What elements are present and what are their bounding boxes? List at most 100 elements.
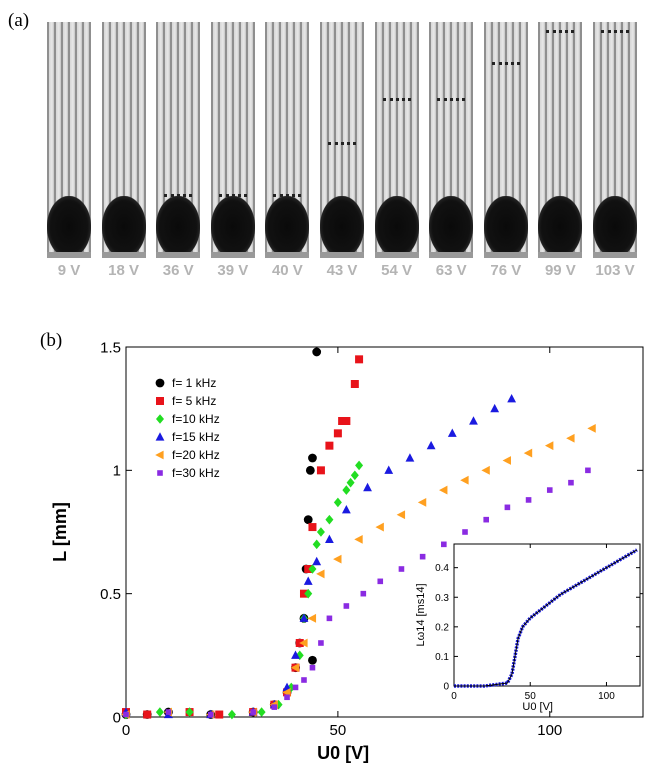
droplet-shape: [210, 196, 255, 252]
data-point: [333, 497, 342, 508]
y-tick-label: 0.3: [435, 593, 449, 604]
streamer-mark: [491, 62, 520, 68]
data-point: [568, 479, 574, 486]
data-point: [185, 707, 194, 717]
droplet-shape: [593, 196, 637, 252]
droplet-base: [483, 252, 528, 258]
droplet-base: [101, 252, 146, 258]
data-point: [299, 613, 309, 622]
data-point: [566, 433, 575, 443]
data-point: [398, 566, 405, 572]
x-tick-label: 50: [330, 722, 347, 739]
series-circle: [121, 347, 322, 719]
data-point: [318, 640, 324, 646]
y-tick-label: 0.1: [435, 652, 449, 663]
data-point: [405, 453, 415, 462]
droplet-shape: [265, 196, 310, 252]
droplet-base: [593, 252, 637, 258]
y-tick-label: 1: [113, 463, 121, 480]
data-point: [502, 456, 511, 465]
y-tick-label: 1.5: [100, 339, 121, 356]
data-point: [483, 516, 490, 523]
streamer-mark: [218, 194, 247, 200]
droplet-shape: [101, 196, 146, 252]
streamer-mark: [437, 98, 466, 104]
data-point: [325, 514, 334, 525]
data-point: [305, 465, 315, 475]
legend-entry: f= 5 kHz: [172, 394, 216, 408]
y-axis-label: L [mm]: [50, 502, 70, 562]
droplet-frame: [156, 22, 201, 258]
y-tick-label: 0.5: [100, 586, 121, 603]
data-point: [291, 650, 300, 659]
voltage-label: 39 V: [217, 262, 249, 279]
voltage-label: 36 V: [162, 262, 194, 279]
data-point: [375, 522, 384, 532]
droplet-base: [374, 252, 419, 258]
droplet-base: [47, 252, 91, 258]
data-point: [419, 553, 426, 560]
data-point: [156, 397, 164, 405]
data-point: [250, 709, 256, 715]
data-point: [469, 416, 478, 425]
data-point: [523, 448, 533, 458]
data-point: [215, 710, 224, 719]
data-point: [417, 498, 427, 507]
panel-b-label: (b): [40, 330, 63, 351]
streamer-mark: [601, 30, 629, 36]
x-tick-label: 0: [122, 722, 130, 739]
main-plot-axes: 0 50 100 0 0.5 1 1.5 U0 [V] L [mm]: [50, 339, 644, 763]
y-tick-label: 0.4: [435, 563, 449, 574]
data-point: [384, 465, 394, 474]
droplet-frame: [320, 22, 364, 258]
series-diamond: [122, 460, 364, 720]
data-point: [462, 529, 468, 535]
data-point: [460, 475, 469, 485]
legend-entry: f=30 kHz: [172, 466, 220, 480]
data-point: [308, 523, 317, 532]
inset-y-axis-label: Lω14 [ms14]: [415, 583, 427, 646]
droplet-frame: [429, 22, 474, 258]
legend-entry: f= 1 kHz: [172, 376, 216, 390]
data-point: [355, 460, 364, 471]
droplet-base: [538, 252, 583, 258]
data-point: [338, 417, 347, 425]
data-point: [155, 432, 165, 441]
data-point: [292, 684, 299, 691]
data-point: [299, 638, 308, 648]
data-point: [447, 428, 457, 437]
y-tick-label: 0.2: [435, 622, 449, 633]
data-point: [546, 487, 553, 493]
data-point: [325, 441, 334, 450]
legend-entry: f=20 kHz: [172, 448, 220, 462]
data-point: [309, 664, 316, 671]
data-point: [325, 534, 334, 543]
data-point: [312, 347, 322, 357]
droplet-base: [156, 252, 201, 258]
x-tick-label: 100: [537, 722, 562, 739]
data-point: [481, 465, 490, 475]
voltage-label: 18 V: [108, 262, 140, 279]
streamer-mark: [164, 194, 193, 200]
droplet-frame: [47, 22, 91, 258]
data-point: [396, 510, 406, 520]
data-point: [316, 527, 325, 537]
data-point: [156, 414, 164, 424]
data-point: [350, 470, 359, 481]
plot-frame: [125, 346, 644, 718]
data-point: [316, 569, 325, 579]
voltage-label: 63 V: [435, 262, 467, 279]
data-point: [207, 711, 214, 718]
droplet-shape: [156, 196, 201, 252]
legend-entry: f=10 kHz: [172, 412, 220, 426]
voltage-label: 76 V: [490, 262, 522, 279]
streamer-mark: [328, 142, 356, 148]
data-point: [143, 710, 152, 719]
data-point: [284, 694, 290, 701]
droplet-frame: [483, 22, 528, 258]
data-point: [299, 589, 308, 598]
data-point: [377, 578, 384, 585]
data-point: [544, 441, 554, 451]
data-point: [355, 355, 364, 364]
droplet-shape: [429, 196, 474, 252]
